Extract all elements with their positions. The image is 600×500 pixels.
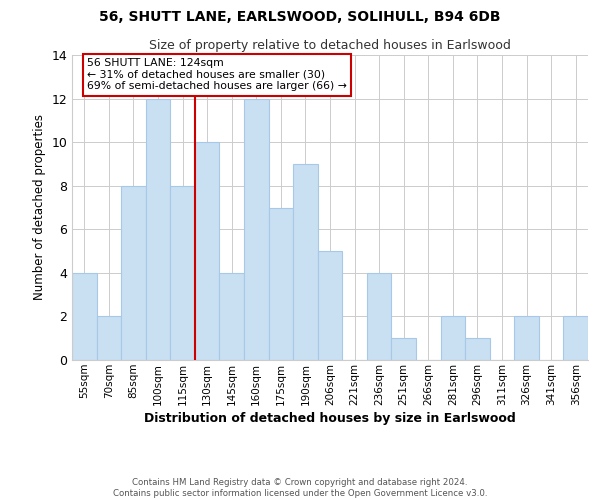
Bar <box>121 186 146 360</box>
Y-axis label: Number of detached properties: Number of detached properties <box>33 114 46 300</box>
Bar <box>269 208 293 360</box>
Bar <box>293 164 318 360</box>
Bar <box>146 98 170 360</box>
Text: Contains HM Land Registry data © Crown copyright and database right 2024.
Contai: Contains HM Land Registry data © Crown c… <box>113 478 487 498</box>
Bar <box>72 273 97 360</box>
Bar <box>220 273 244 360</box>
Bar <box>440 316 465 360</box>
Title: Size of property relative to detached houses in Earlswood: Size of property relative to detached ho… <box>149 40 511 52</box>
Text: 56, SHUTT LANE, EARLSWOOD, SOLIHULL, B94 6DB: 56, SHUTT LANE, EARLSWOOD, SOLIHULL, B94… <box>99 10 501 24</box>
Bar <box>170 186 195 360</box>
Bar <box>244 98 269 360</box>
Bar <box>391 338 416 360</box>
Bar <box>97 316 121 360</box>
Bar <box>563 316 588 360</box>
Bar <box>367 273 391 360</box>
Text: 56 SHUTT LANE: 124sqm
← 31% of detached houses are smaller (30)
69% of semi-deta: 56 SHUTT LANE: 124sqm ← 31% of detached … <box>87 58 347 92</box>
X-axis label: Distribution of detached houses by size in Earlswood: Distribution of detached houses by size … <box>144 412 516 425</box>
Bar <box>514 316 539 360</box>
Bar <box>465 338 490 360</box>
Bar <box>195 142 220 360</box>
Bar <box>318 251 342 360</box>
